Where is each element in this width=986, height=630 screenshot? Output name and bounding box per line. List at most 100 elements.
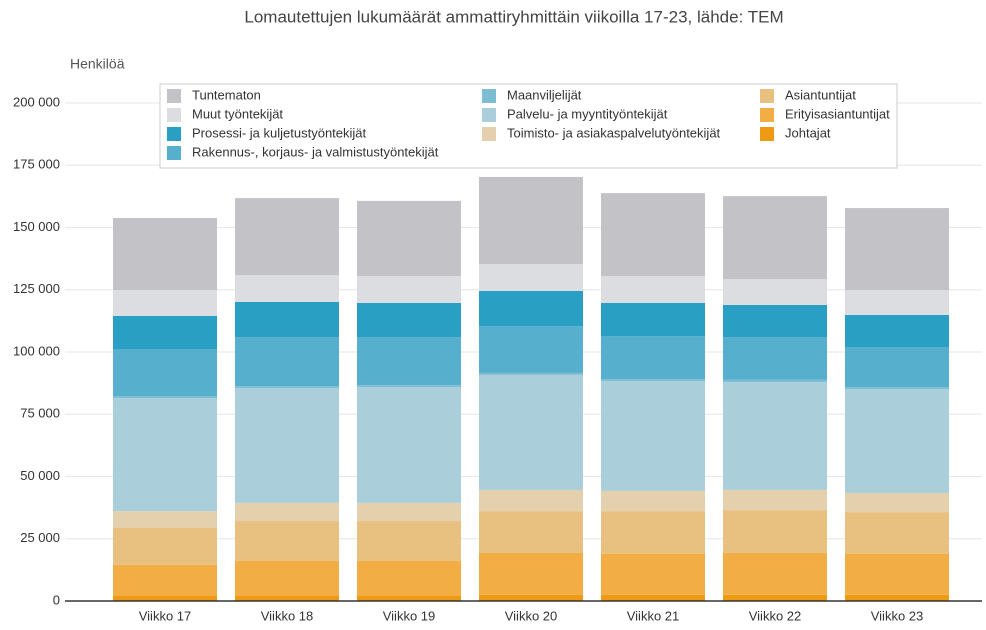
bar-segment: [601, 511, 705, 554]
bar-segment: [357, 387, 461, 503]
bar-segment: [601, 379, 705, 382]
bar-segment: [601, 381, 705, 491]
bar-segment: [235, 198, 339, 276]
bar-segment: [479, 326, 583, 373]
bar-segment: [479, 290, 583, 327]
bar-segment: [113, 349, 217, 397]
bar-segment: [479, 552, 583, 595]
bar-segment: [723, 489, 827, 511]
y-tick-label: 0: [53, 592, 60, 607]
legend-swatch: [482, 108, 496, 122]
bar-segment: [723, 594, 827, 601]
bar-segment: [235, 502, 339, 522]
bar-segment: [235, 301, 339, 338]
bar-segment: [357, 502, 461, 522]
bar-segment: [357, 385, 461, 388]
x-tick-label: Viikko 19: [383, 608, 436, 623]
chart-title: Lomautettujen lukumäärät ammattiryhmittä…: [244, 7, 783, 26]
bar-segment: [723, 196, 827, 280]
bar-segment: [479, 264, 583, 291]
y-tick-label: 75 000: [20, 406, 60, 421]
bar-segment: [723, 304, 827, 338]
legend-swatch: [760, 127, 774, 141]
bar-segment: [845, 314, 949, 348]
bar-segment: [723, 510, 827, 553]
bar-segment: [723, 279, 827, 305]
bar-segment: [235, 388, 339, 503]
y-tick-label: 25 000: [20, 530, 60, 545]
x-tick-label: Viikko 18: [261, 608, 314, 623]
bar-segment: [845, 553, 949, 595]
legend-box: [159, 83, 898, 169]
legend-label: Muut työntekijät: [192, 106, 283, 121]
bar-segment: [845, 289, 949, 315]
legend-swatch: [167, 89, 181, 103]
bar-segment: [601, 302, 705, 337]
bar-segment: [723, 379, 827, 383]
bar-segment: [845, 492, 949, 513]
y-tick-label: 175 000: [13, 157, 60, 172]
bar-segment: [601, 490, 705, 512]
bar-segment: [479, 176, 583, 265]
bar-segment: [235, 560, 339, 597]
bar-segment: [113, 396, 217, 399]
bar-segment: [357, 521, 461, 561]
bar-segment: [845, 389, 949, 493]
x-tick-label: Viikko 23: [871, 608, 924, 623]
y-tick-label: 200 000: [13, 94, 60, 109]
bar-segment: [235, 596, 339, 601]
bar-segment: [357, 200, 461, 277]
y-tick-label: 150 000: [13, 219, 60, 234]
legend-swatch: [167, 108, 181, 122]
bar-segment: [601, 594, 705, 601]
legend-label: Asiantuntijat: [785, 87, 856, 102]
y-tick-label: 125 000: [13, 281, 60, 296]
legend-label: Rakennus-, korjaus- ja valmistustyönteki…: [192, 144, 439, 159]
bar-segment: [479, 594, 583, 601]
legend-swatch: [167, 127, 181, 141]
legend-label: Maanviljelijät: [507, 87, 582, 102]
bar-segment: [113, 528, 217, 565]
bar-segment: [601, 276, 705, 303]
bar-segment: [113, 218, 217, 290]
bar-segment: [113, 398, 217, 512]
bar-segment: [845, 594, 949, 601]
bar-segment: [479, 374, 583, 490]
legend-label: Prosessi- ja kuljetustyöntekijät: [192, 125, 367, 140]
bar-segment: [235, 521, 339, 561]
bar-segment: [235, 337, 339, 387]
y-tick-label: 50 000: [20, 468, 60, 483]
bar-segment: [357, 337, 461, 386]
legend-label: Palvelu- ja myyntityöntekijät: [507, 106, 668, 121]
legend-label: Tuntematon: [192, 87, 261, 102]
bar-segment: [235, 275, 339, 302]
x-tick-label: Viikko 17: [139, 608, 192, 623]
x-tick-label: Viikko 22: [749, 608, 802, 623]
bar-segment: [113, 289, 217, 316]
y-axis-label: Henkilöä: [70, 56, 125, 72]
bar-segment: [357, 276, 461, 303]
bar-segment: [723, 552, 827, 595]
legend-swatch: [760, 89, 774, 103]
y-tick-label: 100 000: [13, 343, 60, 358]
bar-segment: [113, 564, 217, 597]
bar-segment: [601, 193, 705, 277]
legend-swatch: [482, 89, 496, 103]
legend-swatch: [760, 108, 774, 122]
bar-segment: [357, 302, 461, 338]
bar-segment: [357, 560, 461, 597]
bar-segment: [479, 511, 583, 553]
legend-label: Erityisasiantuntijat: [785, 106, 890, 121]
bar-segment: [113, 315, 217, 350]
bar-segment: [845, 387, 949, 390]
legend-label: Johtajat: [785, 125, 831, 140]
bar-segment: [479, 372, 583, 375]
bar-segment: [845, 347, 949, 388]
legend-swatch: [482, 127, 496, 141]
x-tick-label: Viikko 21: [627, 608, 680, 623]
bar-segment: [845, 208, 949, 290]
bar-segment: [235, 386, 339, 389]
bar-segment: [357, 596, 461, 601]
bar-segment: [113, 596, 217, 601]
